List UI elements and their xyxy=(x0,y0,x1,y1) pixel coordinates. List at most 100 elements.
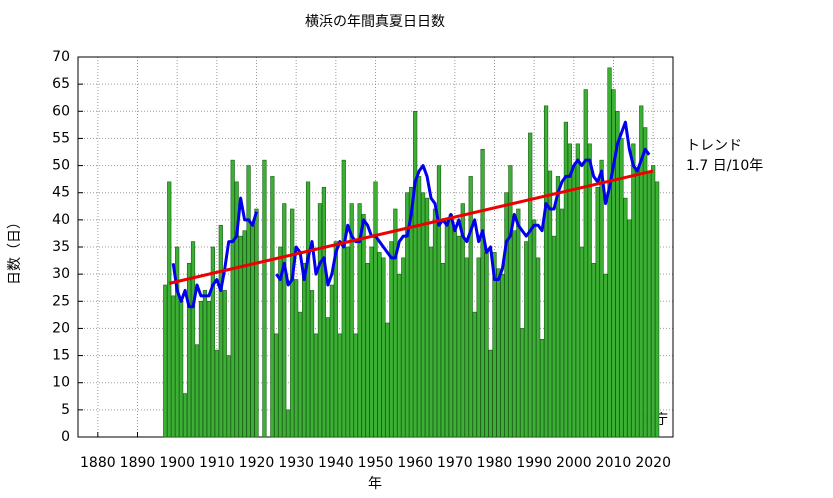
bar xyxy=(238,235,243,438)
bar xyxy=(373,181,378,438)
bar xyxy=(476,257,481,438)
bar xyxy=(393,208,398,438)
bar xyxy=(575,143,580,438)
bar xyxy=(349,203,354,438)
x-tick-label: 1970 xyxy=(437,455,473,471)
bar xyxy=(234,181,239,438)
bar xyxy=(214,349,219,438)
x-tick-label: 1960 xyxy=(397,455,433,471)
bar xyxy=(520,328,525,438)
bar xyxy=(369,246,374,438)
bar xyxy=(547,170,553,438)
bar xyxy=(623,197,628,438)
bar xyxy=(571,165,576,438)
bar xyxy=(163,284,168,438)
bar xyxy=(270,176,275,438)
bar xyxy=(401,257,406,438)
bar xyxy=(226,355,231,438)
bar xyxy=(294,279,299,438)
y-tick-label: 10 xyxy=(52,375,70,391)
bar xyxy=(468,176,473,438)
y-tick-label: 40 xyxy=(52,212,70,228)
bar xyxy=(167,181,172,438)
bar xyxy=(286,409,291,438)
bar xyxy=(583,89,588,438)
bar xyxy=(496,268,501,438)
bar xyxy=(278,246,283,438)
bar xyxy=(619,138,624,438)
bar xyxy=(647,170,652,438)
bar xyxy=(385,322,390,438)
x-axis-label: 年 xyxy=(368,476,382,492)
bar xyxy=(456,235,461,438)
bar xyxy=(202,290,208,438)
bar xyxy=(420,192,426,438)
bar xyxy=(321,186,327,438)
bar xyxy=(290,208,295,438)
bar xyxy=(409,186,414,438)
bar xyxy=(361,214,366,438)
bar xyxy=(309,290,315,438)
bar xyxy=(567,143,572,438)
bar xyxy=(603,273,608,438)
bar xyxy=(555,176,561,438)
line xyxy=(168,169,654,285)
bar xyxy=(262,159,267,438)
bar xyxy=(464,257,469,438)
x-tick-label: 1890 xyxy=(120,455,156,471)
bar xyxy=(639,105,644,438)
bar xyxy=(282,203,287,438)
x-tick-label: 1900 xyxy=(159,455,195,471)
bar xyxy=(452,230,457,438)
y-tick-label: 15 xyxy=(52,348,70,364)
bar xyxy=(325,317,331,438)
x-tick-label: 2020 xyxy=(635,455,671,471)
bar xyxy=(405,192,410,438)
bar xyxy=(417,176,422,438)
bar xyxy=(329,284,334,438)
bar xyxy=(345,246,350,438)
bar xyxy=(246,165,251,438)
bar xyxy=(274,333,279,438)
bar xyxy=(627,219,632,438)
y-tick-label: 35 xyxy=(52,239,70,255)
y-tick-label: 25 xyxy=(52,293,70,309)
y-tick-label: 0 xyxy=(61,429,70,445)
bar xyxy=(484,252,489,438)
bar xyxy=(492,252,497,438)
annotation: 1.7 日/10年 xyxy=(686,158,763,174)
y-tick-label: 55 xyxy=(52,130,70,146)
bar xyxy=(377,252,382,438)
bar xyxy=(313,333,319,438)
bar xyxy=(563,121,568,438)
y-tick-label: 50 xyxy=(52,158,70,174)
bar xyxy=(528,132,533,438)
x-tick-label: 1980 xyxy=(477,455,513,471)
bar xyxy=(607,67,612,438)
x-tick-label: 1880 xyxy=(80,455,116,471)
x-tick-label: 1990 xyxy=(516,455,552,471)
bar xyxy=(539,338,545,438)
bar xyxy=(631,143,636,438)
bar xyxy=(206,300,212,438)
bar xyxy=(389,241,394,438)
bar xyxy=(301,262,307,438)
chart-title: 横浜の年間真夏日日数 xyxy=(305,14,445,30)
bar xyxy=(444,219,450,438)
bar xyxy=(559,208,565,438)
bar xyxy=(298,311,303,438)
bar xyxy=(250,224,255,438)
bar xyxy=(432,208,438,438)
bar xyxy=(516,208,521,438)
bar xyxy=(242,230,247,438)
bar xyxy=(175,246,180,438)
x-tick-label: 1920 xyxy=(239,455,275,471)
x-tick-label: 1930 xyxy=(278,455,314,471)
y-tick-label: 5 xyxy=(61,402,70,418)
bar xyxy=(190,241,196,438)
bar xyxy=(186,262,192,438)
bar xyxy=(500,273,505,438)
bar xyxy=(488,349,493,438)
bar xyxy=(333,241,338,438)
bar xyxy=(543,105,549,438)
